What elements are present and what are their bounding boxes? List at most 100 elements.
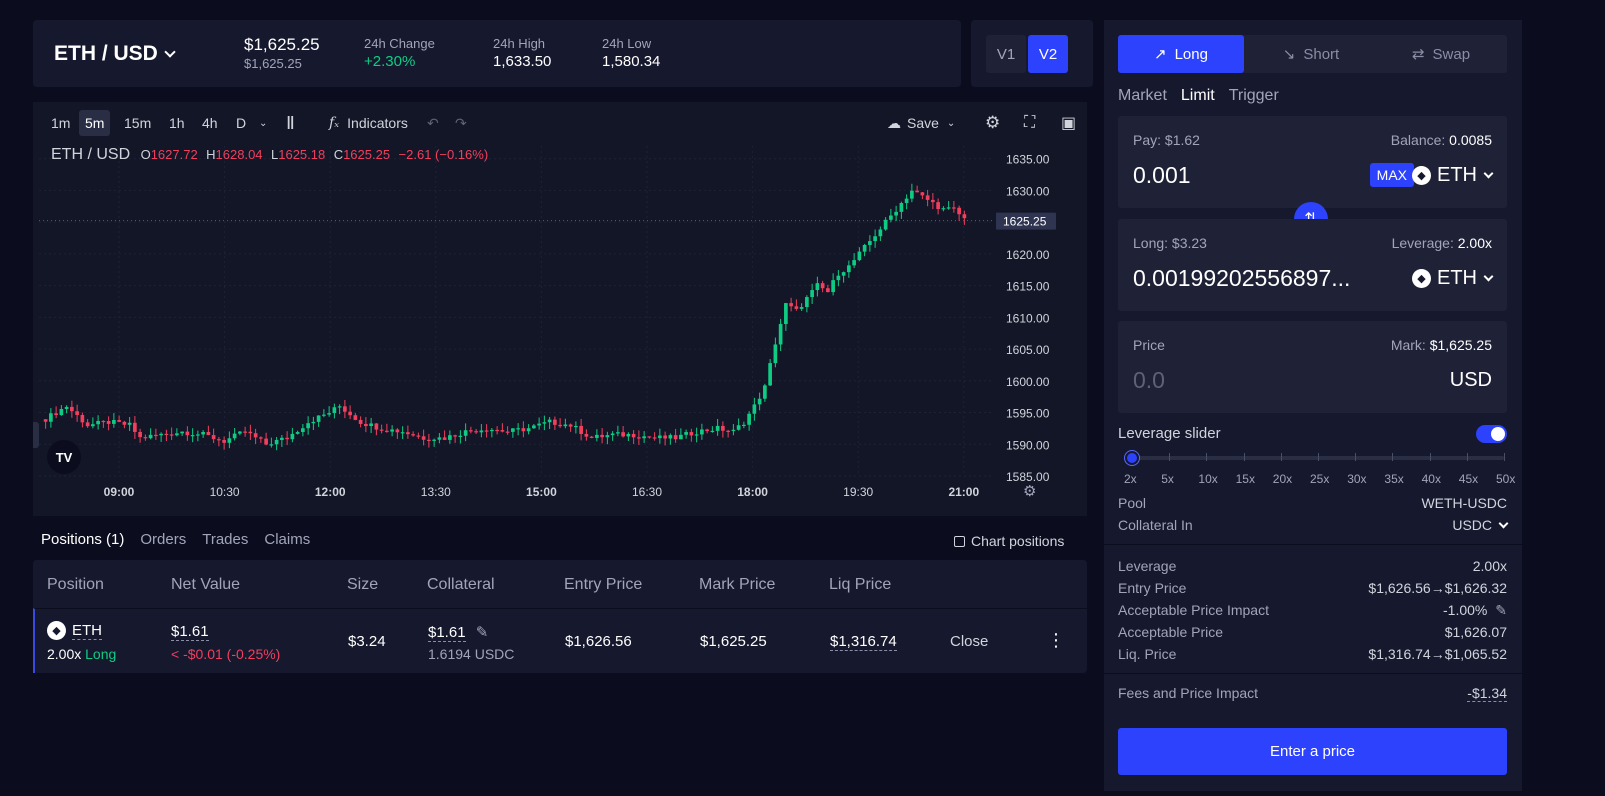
slider-mark-50x[interactable]: 50x (1496, 472, 1516, 486)
legend-high: 1628.04 (215, 147, 263, 162)
slider-mark-40x[interactable]: 40x (1421, 472, 1441, 486)
slider-tick-mark (1206, 453, 1208, 461)
slider-tick-mark (1466, 453, 1468, 461)
candle-body (332, 407, 337, 414)
candle-body (547, 419, 552, 423)
fullscreen-icon[interactable]: ⛶ (1024, 114, 1036, 131)
long-token-label: ETH (1437, 267, 1477, 289)
pair-selector[interactable]: ETH / USD (54, 42, 176, 66)
limit-price-input[interactable] (1133, 367, 1363, 394)
position-liq-price[interactable]: $1,316.74 (830, 633, 897, 651)
position-token[interactable]: ◆ ETH (47, 621, 102, 640)
pool-label: Pool (1118, 495, 1147, 511)
slider-mark-20x[interactable]: 20x (1272, 472, 1293, 486)
chart-positions-checkbox[interactable] (954, 535, 965, 547)
submit-button[interactable]: Enter a price (1118, 728, 1507, 775)
timeframe-1h[interactable]: 1h (169, 115, 185, 131)
timeframe-1m[interactable]: 1m (51, 115, 71, 131)
price-chart[interactable]: 1635.001630.001625.001620.001615.001610.… (33, 102, 1087, 516)
slider-mark-30x[interactable]: 30x (1347, 472, 1367, 486)
detail-acceptable-row: Acceptable Price $1,626.07 (1118, 624, 1507, 640)
chart-positions-toggle[interactable]: Chart positions (954, 533, 1064, 549)
trade-mode-tabs: ↗ Long ↘ Short ⇄ Swap (1118, 35, 1507, 73)
redo-icon[interactable]: ↷ (455, 114, 467, 131)
candlestick-chart[interactable]: 1635.001630.001625.001620.001615.001610.… (33, 102, 1087, 516)
leverage-slider[interactable]: 2x 5x 10x 15x 20x 25x 30x 35x 40x 45x 50x (1118, 448, 1515, 488)
long-token-selector[interactable]: ◆ ETH (1412, 267, 1494, 290)
candle-body (70, 406, 74, 412)
close-position-button[interactable]: Close (950, 633, 989, 650)
candle-body (694, 434, 699, 436)
timeframe-15m[interactable]: 15m (124, 115, 152, 131)
timeframe-more-icon[interactable]: ⌄ (259, 117, 268, 129)
leverage-slider-toggle[interactable] (1476, 425, 1507, 443)
candle-body (668, 435, 673, 439)
tab-trades[interactable]: Trades (202, 531, 249, 548)
timeframe-5m[interactable]: 5m (79, 110, 111, 136)
undo-icon[interactable]: ↶ (427, 114, 439, 131)
slider-thumb[interactable] (1125, 451, 1139, 465)
collateral-selector[interactable]: USDC (1452, 517, 1509, 533)
gear-icon[interactable]: ⚙ (985, 113, 1001, 132)
tab-long[interactable]: ↗ Long (1118, 35, 1244, 73)
chart-settings-gear-icon[interactable]: ⚙ (1023, 483, 1037, 500)
table-row[interactable]: ◆ ETH 2.00x Long $1.61 < -$0.01 (-0.25%)… (33, 608, 1087, 673)
position-collateral[interactable]: $1.61 ✎ (428, 623, 489, 642)
tab-swap[interactable]: ⇄ Swap (1378, 35, 1504, 73)
candle-body (59, 409, 64, 416)
slider-mark-45x[interactable]: 45x (1458, 472, 1479, 486)
position-collateral-sub: 1.6194 USDC (428, 646, 515, 662)
candle-body (91, 424, 95, 427)
pay-amount-input[interactable] (1133, 162, 1363, 189)
indicators-button[interactable]: fₓ Indicators (323, 110, 414, 136)
tab-orders[interactable]: Orders (140, 531, 187, 548)
market-header: ETH / USD $1,625.25 $1,625.25 24h Change… (33, 20, 961, 87)
save-button[interactable]: ☁ Save ⌄ (881, 110, 961, 136)
edit-icon[interactable]: ✎ (475, 624, 489, 641)
candle-type-icon[interactable]: Ⅱ (286, 112, 295, 133)
timeframe-d[interactable]: D (236, 115, 247, 131)
more-vertical-icon[interactable]: ⋮ (1047, 630, 1065, 650)
candle-body (427, 439, 431, 441)
chevron-down-icon (1483, 168, 1494, 179)
slider-mark-10x[interactable]: 10x (1198, 472, 1218, 486)
tab-trigger[interactable]: Trigger (1228, 87, 1279, 104)
version-v1-button[interactable]: V1 (986, 35, 1026, 73)
pay-token-selector[interactable]: ◆ ETH (1412, 164, 1494, 187)
edit-icon[interactable]: ✎ (1495, 602, 1507, 618)
candle-body (826, 288, 830, 293)
slider-mark-25x[interactable]: 25x (1310, 472, 1330, 486)
slider-mark-2x[interactable]: 2x (1124, 472, 1137, 486)
candle-body (175, 433, 179, 436)
timeframe-4h[interactable]: 4h (202, 115, 218, 131)
max-button[interactable]: MAX (1369, 163, 1414, 187)
candle-body (290, 433, 295, 440)
slider-mark-5x[interactable]: 5x (1161, 472, 1174, 486)
fees-value[interactable]: -$1.34 (1467, 685, 1507, 702)
balance: Balance: 0.0085 (1391, 132, 1492, 148)
long-amount-input[interactable] (1133, 265, 1373, 292)
slider-mark-15x[interactable]: 15x (1235, 472, 1255, 486)
candle-body (710, 430, 715, 433)
candle-body (673, 435, 678, 440)
tab-limit[interactable]: Limit (1180, 87, 1215, 104)
position-net-value[interactable]: $1.61 (171, 623, 209, 641)
tab-claims[interactable]: Claims (264, 531, 311, 548)
tab-market[interactable]: Market (1118, 87, 1167, 104)
candle-body (957, 207, 961, 215)
version-switch: V1 V2 (971, 20, 1093, 87)
candle-body (458, 435, 463, 437)
version-v2-button[interactable]: V2 (1028, 35, 1068, 73)
tab-positions[interactable]: Positions (1) (41, 531, 125, 548)
slider-mark-35x[interactable]: 35x (1384, 472, 1404, 486)
candle-body (495, 429, 499, 432)
candle-body (568, 424, 573, 427)
camera-icon[interactable]: ▣ (1061, 115, 1077, 132)
tab-short[interactable]: ↘ Short (1248, 35, 1374, 73)
candle-body (894, 211, 898, 216)
panel-drag-handle[interactable] (33, 422, 39, 448)
candle-body (705, 429, 709, 432)
chevron-down-icon (1483, 271, 1494, 282)
candle-body (857, 251, 862, 261)
tradingview-logo-icon[interactable]: TV (47, 440, 81, 474)
